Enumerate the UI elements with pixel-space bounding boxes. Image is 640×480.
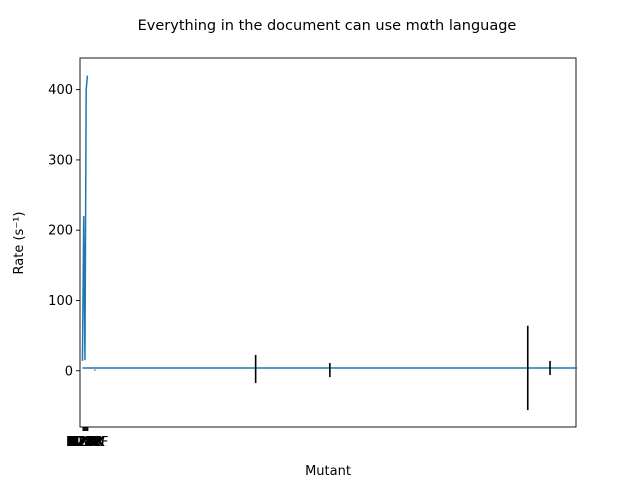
x-axis-label: Mutant	[305, 464, 351, 479]
series-line	[81, 75, 89, 361]
x-tick-label: N28P	[68, 435, 102, 450]
plot-area: 0 100 200 300 400 N28N28EN28PN28WN28RN28KK12…	[48, 57, 578, 450]
chart-marks	[81, 75, 578, 411]
y-tick-label: 0	[65, 364, 73, 379]
plot-frame	[79, 57, 577, 428]
y-tick-label: 100	[48, 294, 73, 309]
x-tick-label: K128F	[68, 435, 109, 450]
y-tick-label: 400	[48, 83, 73, 98]
y-axis-label: Rate (s⁻¹)	[12, 212, 27, 275]
y-tick-label: 300	[48, 153, 73, 168]
x-tick-label: N28	[70, 435, 96, 450]
y-tick-label: 200	[48, 224, 73, 239]
x-tick-label: N28K	[70, 435, 105, 450]
x-tick-label: N28R	[69, 435, 104, 450]
chart-title: Everything in the document can use mαth …	[138, 18, 517, 34]
y-axis: 0 100 200 300 400	[48, 83, 80, 379]
x-tick-label: N28W	[66, 435, 105, 450]
x-tick-label: N28E	[67, 435, 101, 450]
